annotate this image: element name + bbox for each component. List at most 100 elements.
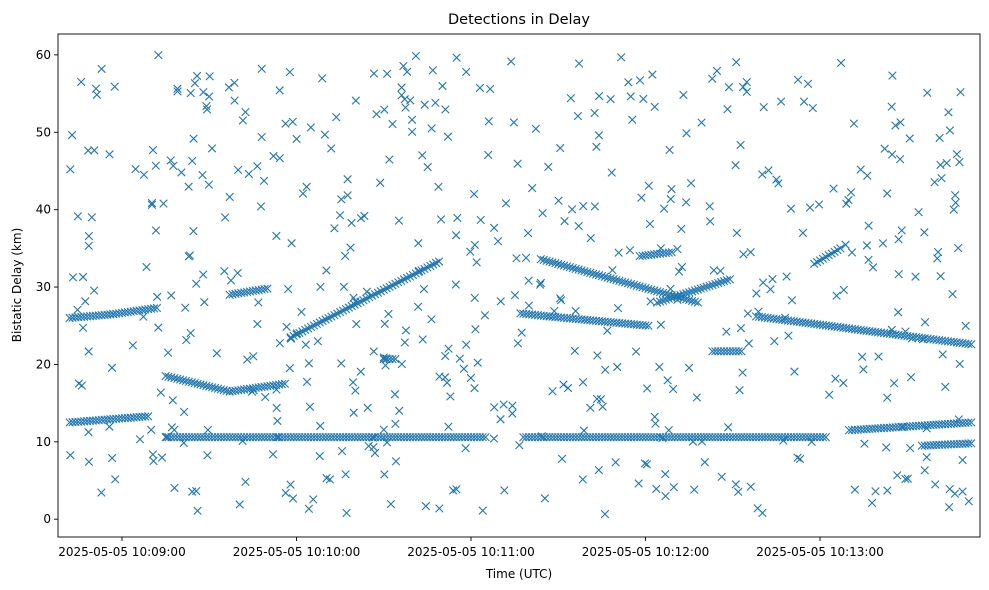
- y-tick-label: 0: [43, 512, 51, 526]
- data-point: [882, 189, 892, 198]
- data-point: [839, 378, 848, 388]
- data-point: [363, 403, 372, 413]
- data-point: [964, 339, 973, 349]
- data-point: [768, 274, 777, 284]
- data-point: [690, 297, 700, 306]
- data-point: [611, 458, 620, 467]
- data-point: [418, 151, 427, 160]
- data-point: [475, 83, 485, 93]
- data-point: [413, 302, 423, 311]
- data-point: [831, 374, 840, 383]
- data-point: [638, 283, 647, 292]
- data-point: [663, 376, 672, 385]
- data-point: [738, 82, 748, 92]
- data-point: [565, 263, 575, 272]
- data-point: [967, 439, 976, 448]
- data-point: [97, 64, 106, 74]
- data-point: [901, 327, 910, 336]
- data-point: [644, 321, 653, 330]
- data-point: [688, 437, 698, 446]
- data-point: [937, 174, 946, 183]
- data-point: [173, 84, 182, 93]
- data-point: [863, 171, 872, 180]
- data-point: [568, 263, 577, 273]
- data-point: [556, 260, 566, 269]
- data-point: [438, 81, 447, 91]
- y-tick-label: 40: [36, 203, 51, 217]
- data-point: [272, 385, 281, 394]
- data-point: [953, 243, 963, 253]
- data-point: [696, 284, 705, 293]
- data-point: [182, 335, 191, 345]
- data-point: [190, 79, 200, 88]
- data-point: [606, 274, 615, 283]
- data-point: [666, 284, 675, 294]
- data-point: [717, 472, 726, 482]
- data-point: [496, 415, 505, 424]
- data-point: [722, 276, 732, 285]
- chart-title: Detections in Delay: [448, 12, 590, 28]
- data-point: [512, 254, 521, 263]
- data-point: [451, 231, 461, 240]
- data-point: [586, 233, 595, 243]
- data-point: [346, 243, 355, 252]
- data-point: [897, 226, 906, 235]
- data-point: [669, 482, 679, 492]
- data-point: [955, 157, 964, 167]
- data-point: [292, 134, 301, 144]
- data-point: [874, 352, 883, 361]
- data-point: [434, 182, 443, 192]
- data-point: [435, 504, 444, 513]
- data-point: [620, 278, 630, 287]
- data-point: [637, 193, 646, 202]
- data-point: [253, 162, 262, 171]
- data-point: [724, 83, 734, 92]
- data-point: [665, 145, 674, 155]
- data-point: [948, 289, 957, 299]
- data-point: [87, 213, 97, 222]
- data-point: [658, 433, 667, 443]
- data-point: [590, 202, 600, 211]
- data-point: [922, 453, 931, 462]
- data-point: [489, 434, 499, 443]
- data-point: [469, 189, 479, 199]
- data-point: [135, 435, 145, 444]
- data-point: [709, 266, 719, 275]
- data-point: [348, 378, 358, 387]
- data-point: [281, 119, 290, 128]
- data-point: [461, 444, 470, 453]
- data-point: [238, 436, 247, 446]
- data-point: [105, 150, 114, 159]
- data-point: [738, 368, 747, 377]
- data-point: [787, 296, 797, 305]
- data-point: [766, 285, 775, 294]
- data-point: [821, 432, 831, 442]
- y-tick-label: 20: [36, 357, 51, 371]
- data-point: [247, 387, 257, 396]
- data-point: [964, 497, 973, 506]
- data-point: [230, 96, 239, 105]
- data-point: [955, 359, 964, 369]
- data-point: [275, 154, 285, 163]
- data-point: [893, 471, 902, 480]
- data-point: [78, 323, 88, 332]
- data-point: [110, 82, 119, 91]
- data-point: [352, 319, 361, 329]
- data-point: [286, 480, 295, 489]
- data-point: [882, 443, 891, 452]
- data-point: [484, 150, 493, 160]
- data-point: [891, 121, 900, 130]
- data-point: [198, 170, 207, 180]
- data-point: [470, 383, 479, 393]
- data-point: [435, 372, 444, 381]
- data-point: [466, 247, 475, 256]
- data-point: [510, 290, 520, 300]
- data-point: [92, 90, 102, 99]
- data-point: [608, 265, 617, 275]
- data-point: [220, 266, 229, 276]
- data-point: [226, 276, 236, 285]
- data-point: [752, 289, 761, 298]
- data-point: [650, 412, 659, 422]
- data-point: [613, 304, 623, 313]
- data-point: [200, 297, 209, 307]
